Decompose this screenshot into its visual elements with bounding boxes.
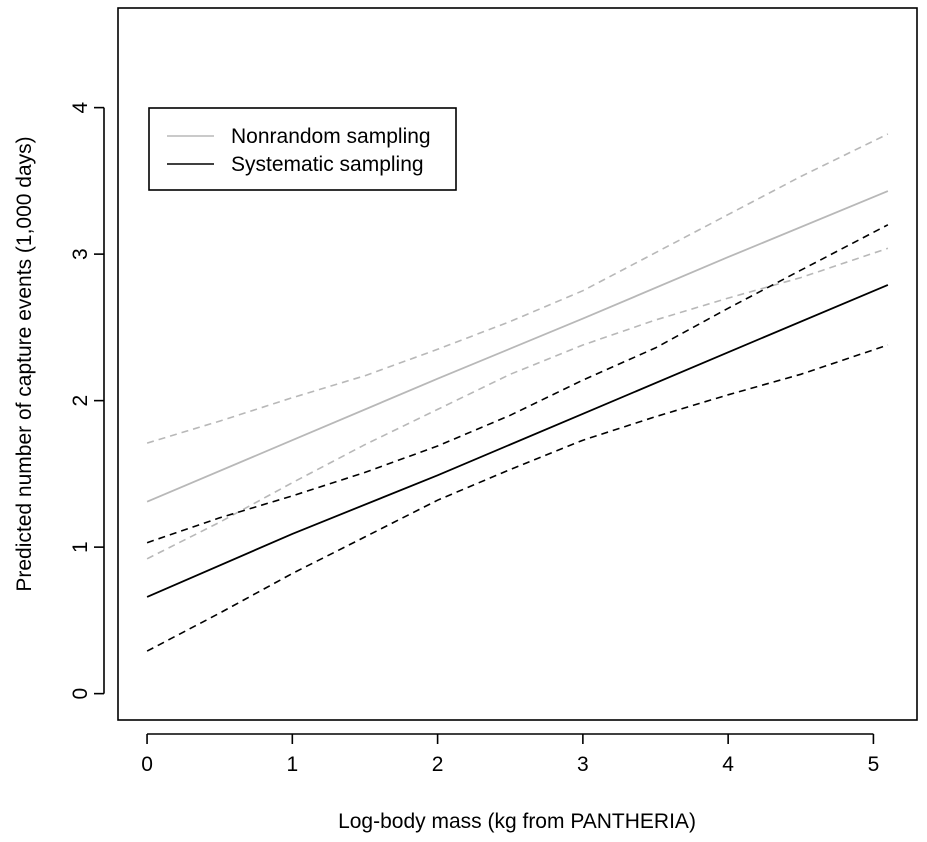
y-axis: 0 1 2 3 4 <box>69 101 105 700</box>
y-tick-label: 1 <box>69 541 92 553</box>
series-systematic-fit <box>146 284 889 598</box>
y-tick-label: 3 <box>69 248 92 260</box>
series-nonrandom-upper-ci <box>146 133 889 444</box>
plot-frame <box>117 7 918 721</box>
x-tick-label: 2 <box>432 753 444 776</box>
x-tick-label: 3 <box>577 753 589 776</box>
series-nonrandom-lower-ci <box>146 247 889 560</box>
x-tick-label: 4 <box>722 753 734 776</box>
y-tick-label: 0 <box>69 688 92 700</box>
legend: Nonrandom sampling Systematic sampling <box>148 107 457 191</box>
x-axis-label: Log-body mass (kg from PANTHERIA) <box>338 810 696 833</box>
series-systematic-lower-ci <box>146 344 889 652</box>
y-tick-label: 2 <box>69 395 92 407</box>
series-systematic-upper-ci <box>146 224 889 544</box>
x-tick-label: 0 <box>141 753 153 776</box>
x-axis: 0 1 2 3 4 5 <box>141 733 880 776</box>
y-tick-label: 4 <box>69 101 92 113</box>
series-layer <box>146 133 889 652</box>
legend-label-systematic: Systematic sampling <box>231 153 424 176</box>
series-nonrandom-fit <box>146 190 889 503</box>
legend-label-nonrandom: Nonrandom sampling <box>231 125 431 148</box>
x-tick-label: 1 <box>286 753 298 776</box>
legend-box <box>148 107 457 191</box>
y-axis-label: Predicted number of capture events (1,00… <box>13 136 36 591</box>
x-tick-label: 5 <box>868 753 880 776</box>
